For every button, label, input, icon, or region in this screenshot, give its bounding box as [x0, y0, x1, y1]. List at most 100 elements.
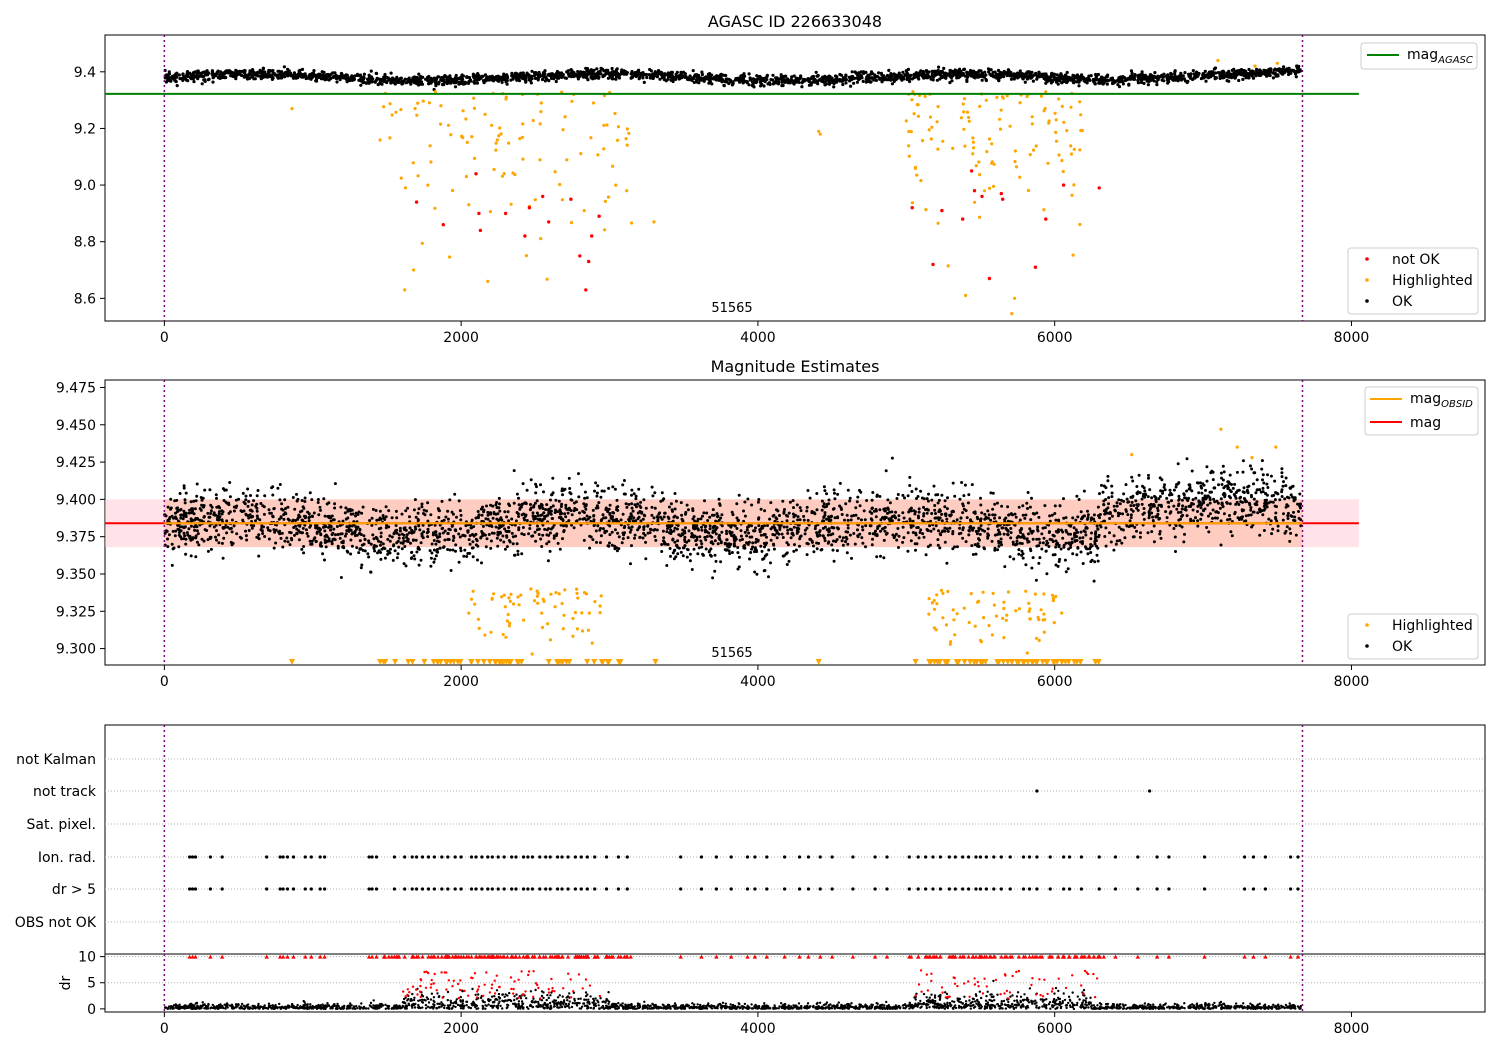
- highlighted-point: [1034, 144, 1038, 148]
- ok-point: [215, 496, 218, 500]
- ok-point: [516, 549, 520, 553]
- ok-point: [1258, 533, 1262, 537]
- ok-point: [1096, 559, 1100, 563]
- ok-point: [468, 542, 472, 546]
- ok-point: [1158, 532, 1162, 536]
- ok-point: [977, 69, 981, 73]
- ok-point: [1038, 541, 1042, 545]
- ok-point: [679, 70, 683, 74]
- ok-point: [852, 514, 856, 517]
- ok-point: [196, 69, 200, 73]
- ok-point: [622, 479, 626, 482]
- ok-point: [620, 541, 624, 545]
- ok-point: [878, 495, 882, 498]
- ok-point: [1030, 70, 1034, 74]
- ok-point: [846, 542, 850, 546]
- ok-point: [823, 536, 827, 540]
- ok-point: [1110, 514, 1114, 518]
- ok-point: [666, 75, 671, 79]
- ok-point: [402, 533, 406, 537]
- ok-point: [630, 544, 633, 548]
- ok-point: [1203, 69, 1207, 73]
- ok-point: [840, 539, 844, 543]
- ok-point: [650, 505, 654, 509]
- ok-point: [495, 75, 499, 79]
- ok-point: [576, 75, 580, 79]
- ok-point: [599, 519, 603, 523]
- ok-point: [474, 543, 478, 547]
- ok-point: [1183, 71, 1187, 75]
- ok-point: [366, 78, 370, 82]
- ok-point: [348, 78, 352, 83]
- ok-point: [375, 518, 379, 522]
- ok-point: [540, 545, 544, 548]
- ok-point: [175, 84, 179, 88]
- ok-point: [669, 75, 673, 79]
- ok-point: [418, 528, 422, 532]
- ok-point: [905, 77, 909, 82]
- ok-point: [769, 527, 773, 531]
- ok-point: [452, 81, 456, 85]
- highlighted-point: [1030, 115, 1034, 119]
- ok-point: [848, 496, 852, 500]
- ok-point: [476, 72, 480, 76]
- ok-point: [521, 77, 525, 81]
- ok-point: [411, 538, 415, 542]
- ok-point: [1199, 506, 1203, 510]
- highlighted-point: [606, 195, 611, 199]
- ok-point: [1047, 545, 1051, 548]
- ok-point: [993, 70, 997, 74]
- ok-point: [300, 547, 304, 551]
- ok-point: [748, 78, 752, 82]
- highlighted-point: [1062, 120, 1066, 124]
- ok-point: [1118, 539, 1122, 542]
- ok-point: [540, 77, 545, 82]
- highlighted-point: [539, 110, 543, 114]
- ok-point: [1021, 77, 1025, 81]
- ok-point: [1126, 513, 1130, 517]
- ok-point: [220, 541, 224, 545]
- ok-point: [300, 67, 305, 71]
- ok-point: [296, 74, 301, 78]
- ok-point: [940, 69, 944, 73]
- ok-point: [1055, 73, 1059, 77]
- ok-point: [495, 78, 499, 82]
- highlighted-point: [1061, 169, 1065, 174]
- ok-point: [875, 555, 879, 559]
- ok-point: [769, 561, 772, 565]
- ok-point: [1227, 79, 1231, 83]
- highlighted-point: [411, 161, 415, 165]
- ok-point: [257, 554, 261, 558]
- ok-point: [597, 501, 601, 505]
- highlighted-point: [494, 148, 498, 152]
- ok-point: [398, 80, 402, 84]
- ok-point: [737, 555, 741, 559]
- highlighted-point: [603, 228, 607, 232]
- ok-point: [668, 531, 672, 535]
- ok-point: [240, 73, 244, 78]
- ok-point: [1236, 489, 1240, 493]
- ok-point: [978, 74, 982, 79]
- ok-point: [483, 533, 487, 537]
- ok-point: [805, 505, 809, 509]
- ok-point: [1298, 69, 1302, 73]
- ok-point: [578, 517, 582, 521]
- ok-point: [1145, 76, 1149, 80]
- ok-point: [430, 80, 434, 84]
- ok-point: [532, 71, 537, 75]
- ok-point: [1062, 516, 1066, 520]
- ok-point: [685, 555, 689, 559]
- ok-point: [778, 514, 781, 517]
- ok-point: [1071, 552, 1075, 556]
- ok-point: [1045, 80, 1049, 84]
- ok-point: [869, 72, 873, 76]
- ok-point: [195, 529, 199, 533]
- ok-point: [1094, 72, 1098, 77]
- ok-point: [747, 83, 751, 87]
- ok-point: [242, 500, 246, 504]
- ok-point: [1269, 67, 1273, 71]
- ok-point: [250, 75, 255, 79]
- ok-point: [728, 552, 732, 556]
- ok-point: [794, 76, 799, 80]
- ok-point: [822, 485, 826, 489]
